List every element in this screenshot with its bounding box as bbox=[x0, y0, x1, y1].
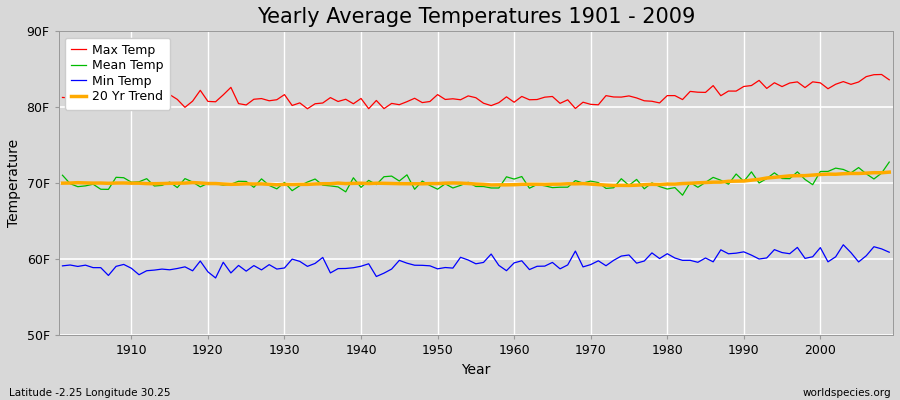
20 Yr Trend bbox=[57, 181, 68, 186]
Min Temp bbox=[884, 250, 895, 255]
Line: Max Temp: Max Temp bbox=[62, 74, 889, 109]
Mean Temp bbox=[501, 174, 512, 179]
Max Temp bbox=[608, 94, 619, 99]
Max Temp bbox=[118, 94, 129, 99]
20 Yr Trend bbox=[508, 182, 519, 187]
Max Temp bbox=[340, 97, 351, 102]
20 Yr Trend bbox=[118, 180, 129, 185]
Max Temp bbox=[508, 100, 519, 105]
Legend: Max Temp, Mean Temp, Min Temp, 20 Yr Trend: Max Temp, Mean Temp, Min Temp, 20 Yr Tre… bbox=[65, 38, 170, 110]
20 Yr Trend bbox=[333, 181, 344, 186]
Min Temp bbox=[608, 258, 619, 263]
20 Yr Trend bbox=[608, 183, 619, 188]
Mean Temp bbox=[57, 173, 68, 178]
Text: Latitude -2.25 Longitude 30.25: Latitude -2.25 Longitude 30.25 bbox=[9, 388, 170, 398]
Max Temp bbox=[287, 103, 298, 108]
Line: 20 Yr Trend: 20 Yr Trend bbox=[62, 172, 889, 186]
20 Yr Trend bbox=[884, 170, 895, 174]
Min Temp bbox=[508, 260, 519, 265]
Min Temp bbox=[838, 242, 849, 247]
20 Yr Trend bbox=[501, 182, 512, 187]
20 Yr Trend bbox=[287, 182, 298, 187]
Min Temp bbox=[294, 259, 305, 264]
Title: Yearly Average Temperatures 1901 - 2009: Yearly Average Temperatures 1901 - 2009 bbox=[256, 7, 695, 27]
Mean Temp bbox=[333, 184, 344, 189]
Max Temp bbox=[517, 94, 527, 99]
Max Temp bbox=[877, 72, 887, 77]
Mean Temp bbox=[600, 186, 611, 191]
Line: Mean Temp: Mean Temp bbox=[62, 162, 889, 195]
Min Temp bbox=[57, 264, 68, 268]
Min Temp bbox=[118, 262, 129, 267]
20 Yr Trend bbox=[600, 183, 611, 188]
Line: Min Temp: Min Temp bbox=[62, 245, 889, 278]
Mean Temp bbox=[508, 177, 519, 182]
Min Temp bbox=[211, 276, 221, 280]
Max Temp bbox=[302, 106, 313, 111]
Max Temp bbox=[57, 95, 68, 100]
Mean Temp bbox=[118, 175, 129, 180]
Y-axis label: Temperature: Temperature bbox=[7, 139, 21, 228]
Max Temp bbox=[884, 78, 895, 82]
Mean Temp bbox=[287, 188, 298, 193]
Min Temp bbox=[340, 266, 351, 271]
X-axis label: Year: Year bbox=[461, 363, 491, 377]
Text: worldspecies.org: worldspecies.org bbox=[803, 388, 891, 398]
Min Temp bbox=[517, 258, 527, 263]
Mean Temp bbox=[884, 160, 895, 164]
Mean Temp bbox=[677, 193, 688, 198]
